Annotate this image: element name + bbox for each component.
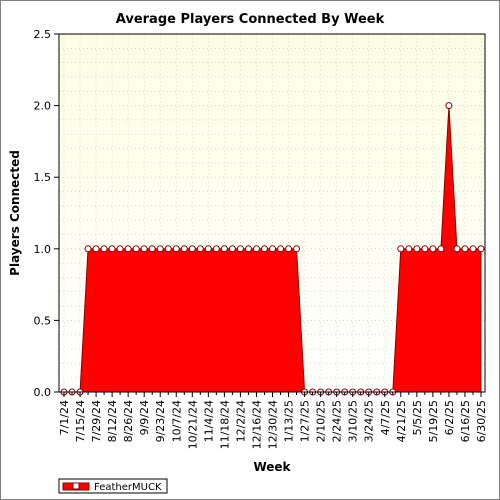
data-point <box>116 245 124 253</box>
data-point <box>260 245 268 253</box>
x-tick-label: 4/21/25 <box>395 400 408 442</box>
data-point <box>148 245 156 253</box>
data-point <box>164 245 172 253</box>
x-tick-label: 7/15/24 <box>74 400 87 442</box>
data-point <box>469 245 477 253</box>
data-point <box>429 245 437 253</box>
data-point <box>204 245 212 253</box>
x-tick-label: 11/4/24 <box>202 400 215 442</box>
data-point <box>84 245 92 253</box>
data-point <box>252 245 260 253</box>
data-point <box>172 245 180 253</box>
x-tick-label: 6/30/25 <box>475 400 488 442</box>
data-point <box>220 245 228 253</box>
data-point <box>277 245 285 253</box>
data-point <box>285 245 293 253</box>
x-axis-title: Week <box>253 460 291 474</box>
legend-marker <box>72 482 80 490</box>
data-point <box>132 245 140 253</box>
data-point <box>124 245 132 253</box>
data-point <box>180 245 188 253</box>
data-point <box>140 245 148 253</box>
x-tick-label: 7/29/24 <box>90 400 103 442</box>
data-point <box>461 245 469 253</box>
x-tick-label: 3/24/25 <box>363 400 376 442</box>
x-tick-label: 11/18/24 <box>218 400 231 449</box>
data-point <box>156 245 164 253</box>
legend-label: FeatherMUCK <box>94 482 162 493</box>
data-point <box>108 245 116 253</box>
y-tick-label: 1.0 <box>34 243 52 256</box>
x-tick-label: 9/9/24 <box>138 400 151 435</box>
x-tick-label: 5/19/25 <box>427 400 440 442</box>
data-point <box>244 245 252 253</box>
data-point <box>188 245 196 253</box>
x-tick-label: 6/2/25 <box>443 400 456 435</box>
x-tick-label: 2/10/25 <box>315 400 328 442</box>
data-point <box>212 245 220 253</box>
y-tick-label: 2.0 <box>34 100 52 113</box>
x-tick-label: 3/10/25 <box>347 400 360 442</box>
x-tick-label: 9/23/24 <box>154 400 167 442</box>
chart-title: Average Players Connected By Week <box>116 12 385 27</box>
x-tick-label: 8/26/24 <box>122 400 135 442</box>
x-tick-label: 7/1/24 <box>58 400 71 435</box>
data-point <box>405 245 413 253</box>
y-tick-label: 1.5 <box>34 171 52 184</box>
x-tick-label: 1/13/25 <box>283 400 296 442</box>
data-point <box>236 245 244 253</box>
data-point <box>421 245 429 253</box>
data-point <box>196 245 204 253</box>
y-tick-label: 0.5 <box>34 314 52 327</box>
data-point <box>477 245 485 253</box>
y-tick-label: 2.5 <box>34 28 52 41</box>
data-point <box>437 245 445 253</box>
x-tick-label: 12/16/24 <box>250 400 263 449</box>
x-tick-label: 8/12/24 <box>106 400 119 442</box>
x-tick-label: 1/27/25 <box>299 400 312 442</box>
data-point <box>293 245 301 253</box>
data-point <box>100 245 108 253</box>
data-point <box>413 245 421 253</box>
x-tick-label: 12/30/24 <box>267 400 280 449</box>
data-point <box>228 245 236 253</box>
x-tick-label: 4/7/25 <box>379 400 392 435</box>
x-tick-label: 6/16/25 <box>459 400 472 442</box>
y-axis-title: Players Connected <box>8 150 22 276</box>
x-tick-label: 5/5/25 <box>411 400 424 435</box>
data-point <box>453 245 461 253</box>
data-point <box>397 245 405 253</box>
x-tick-label: 10/7/24 <box>170 400 183 442</box>
x-tick-label: 2/24/25 <box>331 400 344 442</box>
x-tick-label: 12/2/24 <box>234 400 247 442</box>
legend: FeatherMUCK <box>58 478 168 494</box>
data-point <box>269 245 276 253</box>
y-tick-label: 0.0 <box>34 386 52 399</box>
x-axis-ticks: 7/1/24 7/15/24 7/29/24 8/12/24 8/26/24 9/9/24… <box>58 392 488 449</box>
x-tick-label: 10/21/24 <box>186 400 199 449</box>
data-point <box>92 245 100 253</box>
y-axis-ticks: 0.0 0.5 1.0 1.5 2.0 2.5 <box>34 28 59 399</box>
data-point <box>445 102 453 110</box>
